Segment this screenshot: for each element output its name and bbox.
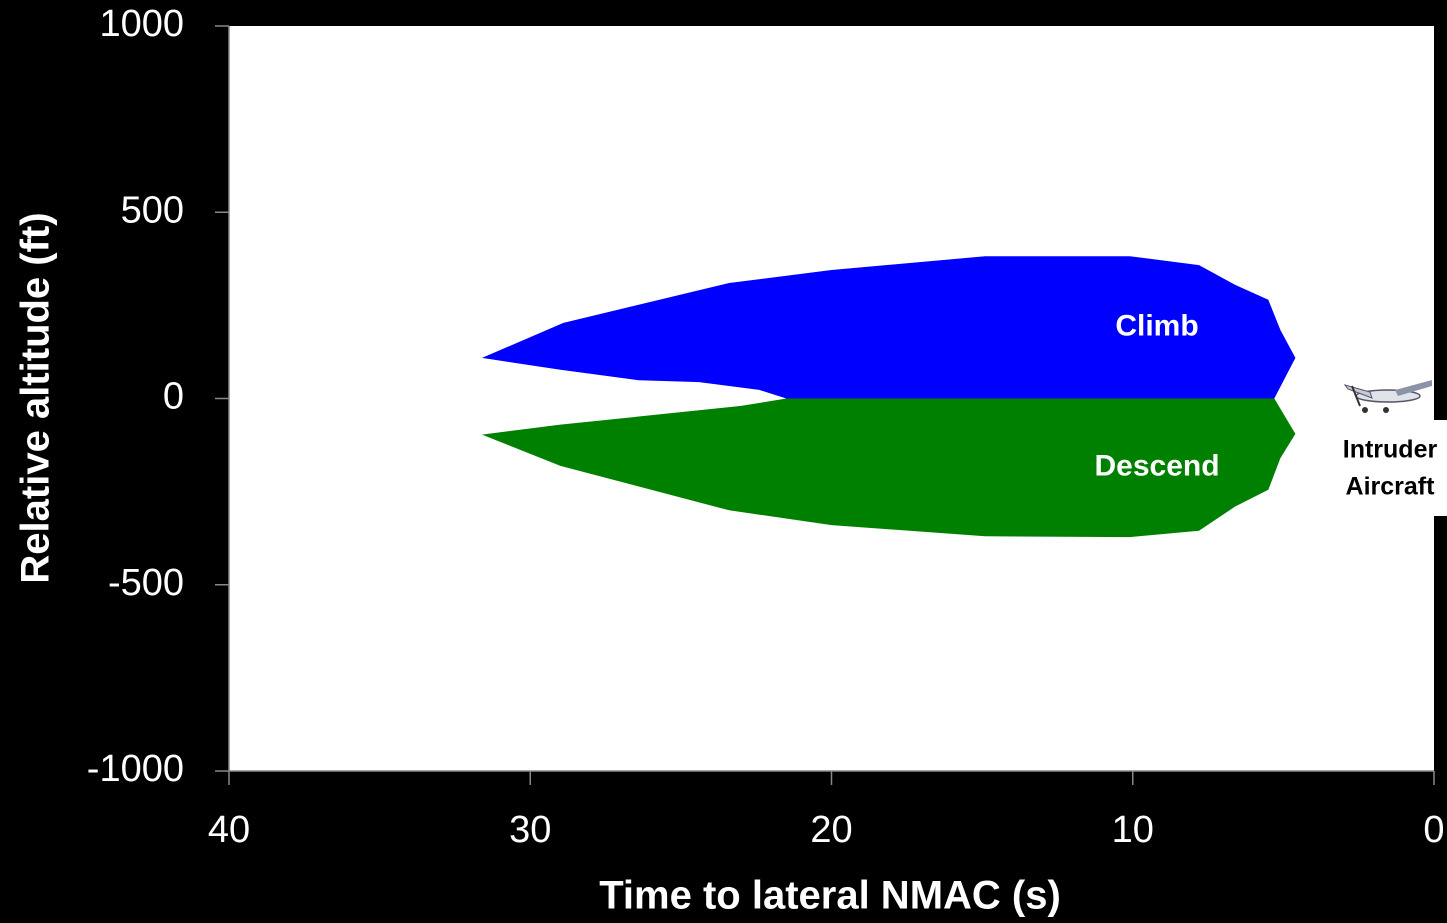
y-tick-label: 500 [121, 189, 184, 231]
annotation-box [1330, 420, 1447, 516]
annotation: Aircraft [1346, 473, 1436, 501]
y-axis-title: Relative altitude (ft) [14, 212, 58, 583]
region-label: Climb [1115, 309, 1198, 342]
y-tick-label: -500 [108, 562, 184, 604]
x-tick-label: 20 [810, 809, 852, 851]
x-tick-label: 10 [1112, 809, 1154, 851]
y-tick-label: 0 [163, 376, 184, 418]
x-tick-label: 30 [509, 809, 551, 851]
region-label: Descend [1094, 450, 1219, 483]
x-tick-label: 0 [1423, 809, 1444, 851]
x-tick-label: 40 [208, 809, 250, 851]
chart: Time to lateral NMAC (s) Relative altitu… [0, 0, 1447, 923]
annotation: Intruder [1343, 436, 1438, 464]
x-axis-title: Time to lateral NMAC (s) [599, 874, 1061, 918]
y-tick-label: -1000 [87, 748, 184, 790]
y-tick-label: 1000 [99, 3, 184, 45]
